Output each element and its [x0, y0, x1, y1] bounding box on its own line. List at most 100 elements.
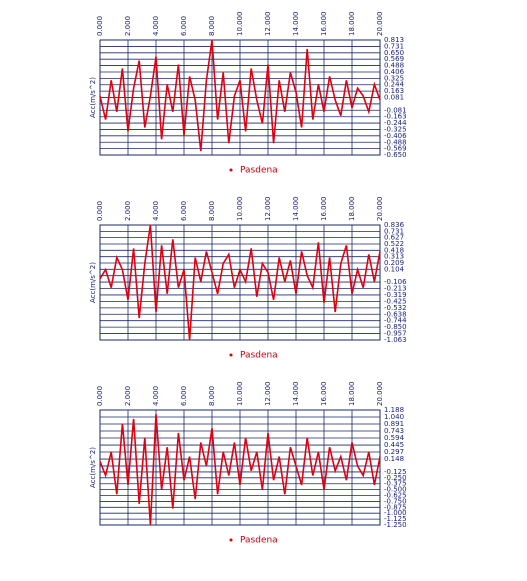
- y-tick-label: 0.163: [384, 87, 404, 95]
- y-tick-label: -0.532: [384, 304, 407, 312]
- y-tick-label: -0.244: [384, 119, 407, 127]
- y-axis-label: Acc(m/s^2): [89, 262, 97, 303]
- x-tick-label: 12.000: [264, 197, 272, 222]
- x-tick-label: 2.000: [124, 16, 132, 36]
- x-tick-label: 18.000: [348, 197, 356, 222]
- y-tick-label: -0.488: [384, 138, 407, 146]
- y-tick-label: -0.850: [384, 323, 407, 331]
- y-tick-label: -0.569: [384, 145, 407, 153]
- y-tick-label: -0.250: [384, 474, 407, 482]
- y-tick-label: 0.313: [384, 253, 404, 261]
- y-tick-label: -0.744: [384, 317, 407, 325]
- y-tick-label: -0.406: [384, 132, 407, 140]
- x-tick-label: 10.000: [236, 382, 244, 407]
- y-tick-label: -0.650: [384, 151, 407, 159]
- y-tick-label: 0.594: [384, 434, 405, 442]
- x-tick-label: 12.000: [264, 382, 272, 407]
- legend-label: Pasdena: [240, 351, 278, 361]
- y-tick-label: -0.325: [384, 125, 407, 133]
- legend-marker: [229, 538, 233, 542]
- y-tick-label: 0.209: [384, 259, 404, 267]
- x-tick-label: 10.000: [236, 197, 244, 222]
- x-tick-label: 6.000: [180, 386, 188, 406]
- y-tick-label: 0.104: [384, 265, 405, 273]
- plot-frame: [99, 409, 381, 526]
- y-tick-label: -0.638: [384, 310, 407, 318]
- y-tick-label: -0.500: [384, 486, 407, 494]
- y-axis-label: Acc(m/s^2): [89, 447, 97, 488]
- x-tick-label: 4.000: [152, 201, 160, 221]
- x-tick-label: 8.000: [208, 386, 216, 406]
- x-tick-label: 0.000: [96, 386, 104, 406]
- y-tick-label: -0.750: [384, 497, 407, 505]
- x-tick-label: 18.000: [348, 382, 356, 407]
- x-tick-label: 10.000: [236, 12, 244, 37]
- y-tick-label: -0.106: [384, 278, 407, 286]
- y-tick-label: 0.325: [384, 74, 404, 82]
- y-tick-label: -0.375: [384, 480, 407, 488]
- x-tick-label: 18.000: [348, 12, 356, 37]
- x-tick-label: 2.000: [124, 386, 132, 406]
- x-tick-label: 2.000: [124, 201, 132, 221]
- x-tick-label: 4.000: [152, 386, 160, 406]
- y-tick-label: 0.813: [384, 36, 404, 44]
- y-tick-label: 0.522: [384, 240, 404, 248]
- y-tick-label: -0.875: [384, 503, 407, 511]
- y-tick-label: -0.625: [384, 492, 407, 500]
- y-tick-label: -1.125: [384, 515, 407, 523]
- y-tick-label: 0.743: [384, 427, 404, 435]
- x-tick-label: 14.000: [292, 382, 300, 407]
- x-tick-label: 0.000: [96, 16, 104, 36]
- y-tick-label: 0.731: [384, 42, 404, 50]
- y-tick-label: 0.445: [384, 441, 404, 449]
- x-tick-label: 6.000: [180, 16, 188, 36]
- series-line: [99, 40, 381, 152]
- y-tick-label: -0.081: [384, 106, 407, 114]
- y-tick-label: -0.163: [384, 113, 407, 121]
- y-tick-label: 0.081: [384, 94, 404, 102]
- y-tick-label: -1.063: [384, 336, 407, 344]
- legend-marker: [229, 168, 233, 172]
- y-tick-label: 0.297: [384, 448, 404, 456]
- x-tick-label: 16.000: [320, 12, 328, 37]
- y-tick-label: 0.836: [384, 221, 405, 229]
- y-tick-label: 0.244: [384, 81, 405, 89]
- series-line: [99, 414, 381, 526]
- x-tick-label: 20.000: [376, 12, 384, 37]
- y-tick-label: 0.650: [384, 49, 404, 57]
- y-tick-label: -0.213: [384, 285, 407, 293]
- y-tick-label: 0.569: [384, 55, 404, 63]
- x-tick-label: 8.000: [208, 201, 216, 221]
- y-tick-label: 1.040: [384, 413, 404, 421]
- y-axis-label: Acc(m/s^2): [89, 77, 97, 118]
- x-tick-label: 0.000: [96, 201, 104, 221]
- y-tick-label: -1.000: [384, 509, 407, 517]
- series-line: [99, 224, 381, 340]
- x-tick-label: 14.000: [292, 197, 300, 222]
- legend-label: Pasdena: [240, 166, 278, 176]
- x-tick-label: 4.000: [152, 16, 160, 36]
- legend-marker: [229, 353, 233, 357]
- x-tick-label: 20.000: [376, 197, 384, 222]
- x-tick-label: 16.000: [320, 197, 328, 222]
- x-tick-label: 6.000: [180, 201, 188, 221]
- x-tick-label: 12.000: [264, 12, 272, 37]
- x-tick-label: 8.000: [208, 16, 216, 36]
- x-tick-label: 14.000: [292, 12, 300, 37]
- y-tick-label: 0.406: [384, 68, 405, 76]
- y-tick-label: 0.627: [384, 234, 404, 242]
- y-tick-label: -0.319: [384, 291, 407, 299]
- y-tick-label: 0.731: [384, 227, 404, 235]
- y-tick-label: 0.488: [384, 62, 404, 70]
- y-tick-label: 0.891: [384, 420, 404, 428]
- y-tick-label: 1.188: [384, 406, 404, 414]
- y-tick-label: 0.148: [384, 455, 404, 463]
- plot-frame: [99, 224, 381, 341]
- y-tick-label: 0.418: [384, 246, 404, 254]
- x-tick-label: 20.000: [376, 382, 384, 407]
- y-tick-label: -0.425: [384, 297, 407, 305]
- legend-label: Pasdena: [240, 536, 278, 546]
- y-tick-label: -0.957: [384, 330, 407, 338]
- y-tick-label: -1.250: [384, 521, 407, 529]
